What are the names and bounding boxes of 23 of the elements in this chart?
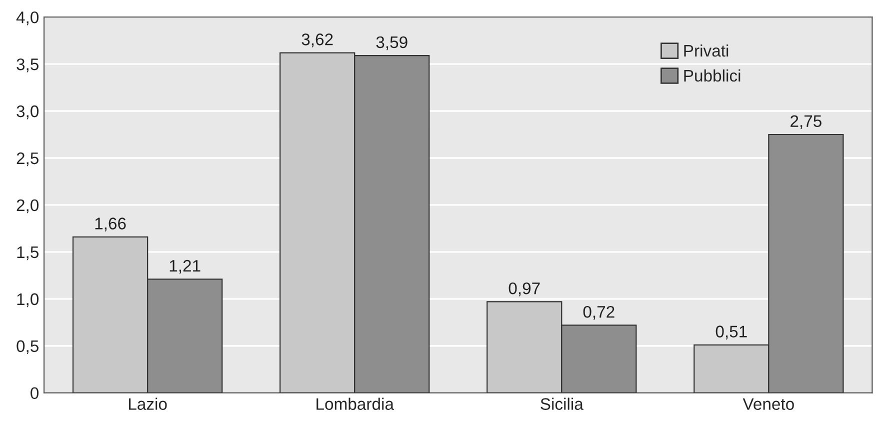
y-tick-label: 1,0 [17,293,39,308]
y-tick-label: 3,0 [16,105,39,120]
y-tick-label: 1,5 [17,246,38,260]
legend-label: Privati [684,44,728,57]
x-tick-label: Lombardia [316,398,394,410]
x-tick-label: Veneto [742,398,794,410]
y-tick-label: 0 [30,387,39,400]
x-tick-label: Lazio [129,398,167,410]
data-label: 0,72 [583,306,614,320]
data-label: 1,66 [95,218,126,232]
y-tick-label: 2,5 [16,152,38,166]
data-label: 3,62 [302,34,333,48]
y-tick-label: 2,0 [16,199,39,214]
legend-label: Pubblici [684,69,740,82]
data-label: 2,75 [790,115,822,130]
data-label: 1,21 [170,260,200,274]
y-tick-label: 3,5 [16,58,38,72]
data-label: 0,97 [508,282,540,296]
y-tick-label: 4,0 [16,11,39,26]
data-label: 3,59 [376,36,408,50]
data-label: 0,51 [716,326,747,340]
y-tick-label: 0,5 [16,340,38,354]
x-tick-label: Sicilia [540,398,584,410]
